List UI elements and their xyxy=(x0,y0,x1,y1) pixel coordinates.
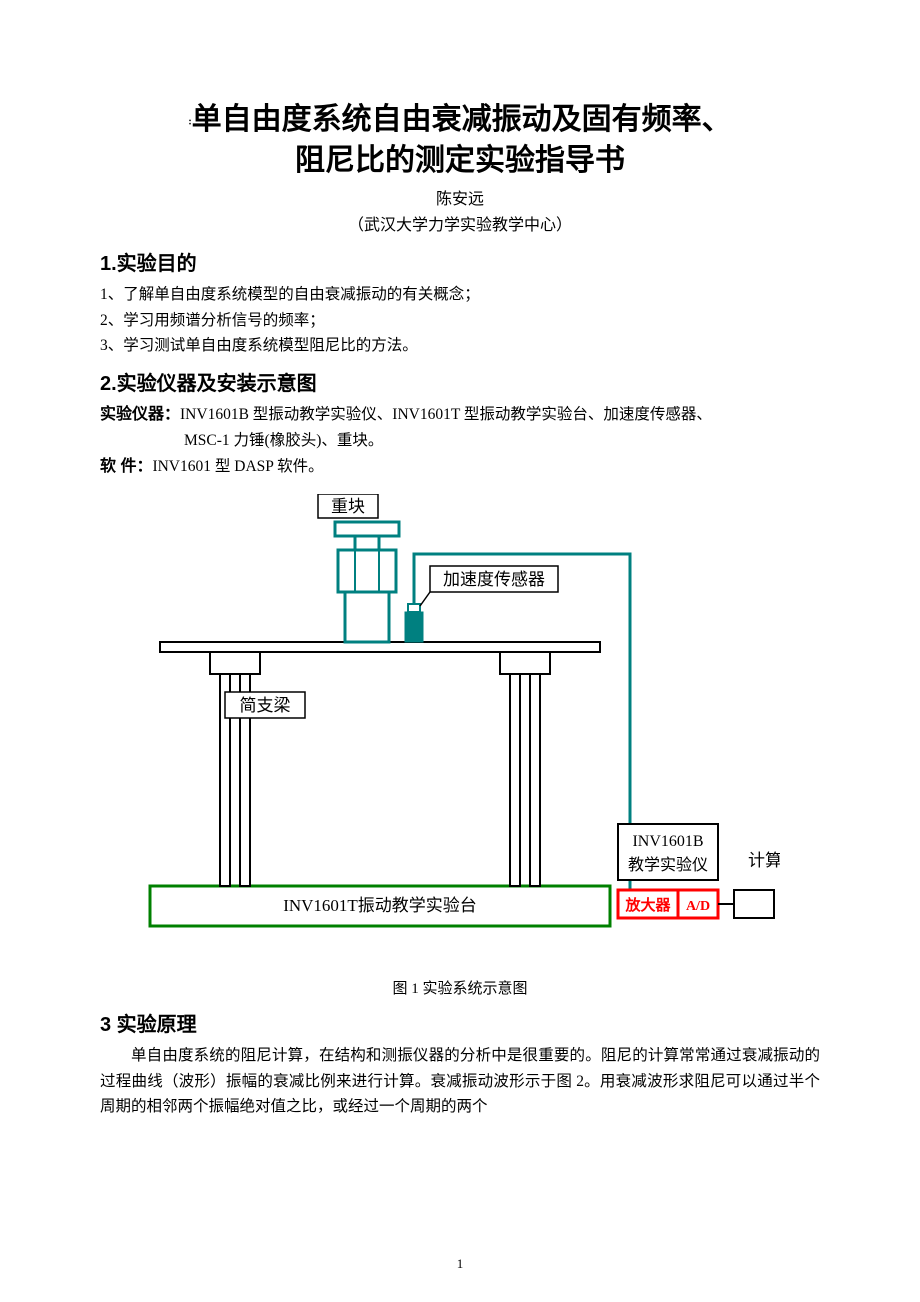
section-3-heading: 3 实验原理 xyxy=(100,1008,820,1037)
software-label: 软 件： xyxy=(100,458,152,475)
mass-base xyxy=(345,592,389,642)
mass-neck xyxy=(355,536,379,550)
list-item: 1、了解单自由度系统模型的自由衰减振动的有关概念； xyxy=(100,282,820,308)
sensor-top xyxy=(408,604,420,612)
support-leg-right xyxy=(510,674,520,886)
mass-top xyxy=(335,522,399,536)
sensor-leader-line xyxy=(420,592,430,606)
sensor-label: 加速度传感器 xyxy=(443,570,545,589)
mass-body xyxy=(338,550,396,592)
sensor-cable xyxy=(414,554,630,902)
title-line-2: 阻尼比的测定实验指导书 xyxy=(295,144,625,177)
list-item: 2、学习用频谱分析信号的频率； xyxy=(100,308,820,334)
pc-label: 计算机 xyxy=(748,851,780,870)
instruments-text-1: INV1601B 型振动教学实验仪、INV1601T 型振动教学实验台、加速度传… xyxy=(180,406,712,423)
document-title: :单自由度系统自由衰减振动及固有频率、 阻尼比的测定实验指导书 xyxy=(100,100,820,181)
instruments-label: 实验仪器： xyxy=(100,406,180,423)
instrument-box-line2: 教学实验仪 xyxy=(628,856,708,874)
instruments-text-2: MSC-1 力锤(橡胶头)、重块。 xyxy=(100,428,820,454)
figure-1-diagram: INV1601T振动教学实验台 简支梁 重块 加速度传感器 INV1601B 教… xyxy=(140,494,780,959)
list-item: 3、学习测试单自由度系统模型阻尼比的方法。 xyxy=(100,333,820,359)
affiliation: （武汉大学力学实验教学中心） xyxy=(100,211,820,235)
figure-1-caption: 图 1 实验系统示意图 xyxy=(100,977,820,998)
author: 陈安远 xyxy=(100,185,820,209)
page-number: 1 xyxy=(0,1256,920,1272)
instruments-line: 实验仪器：INV1601B 型振动教学实验仪、INV1601T 型振动教学实验台… xyxy=(100,402,820,428)
ad-label: A/D xyxy=(686,899,710,914)
experiment-diagram-svg: INV1601T振动教学实验台 简支梁 重块 加速度传感器 INV1601B 教… xyxy=(140,494,780,954)
mass-label: 重块 xyxy=(331,497,365,516)
pc-box xyxy=(734,890,774,918)
section-1-heading: 1.实验目的 xyxy=(100,247,820,276)
instrument-box-line1: INV1601B xyxy=(632,833,703,850)
software-text: INV1601 型 DASP 软件。 xyxy=(152,458,323,475)
support-pad-right xyxy=(500,652,550,674)
support-pad-left xyxy=(210,652,260,674)
software-line: 软 件：INV1601 型 DASP 软件。 xyxy=(100,454,820,480)
amp-label: 放大器 xyxy=(624,896,671,914)
bench-label: INV1601T振动教学实验台 xyxy=(283,896,477,915)
section-3-paragraph-1: 单自由度系统的阻尼计算，在结构和测振仪器的分析中是很重要的。阻尼的计算常常通过衰… xyxy=(100,1043,820,1120)
sensor-body xyxy=(405,612,423,642)
title-line-1: 单自由度系统自由衰减振动及固有频率、 xyxy=(192,103,732,136)
support-leg-right-2 xyxy=(530,674,540,886)
beam-label: 简支梁 xyxy=(240,696,291,715)
section-2-heading: 2.实验仪器及安装示意图 xyxy=(100,367,820,396)
